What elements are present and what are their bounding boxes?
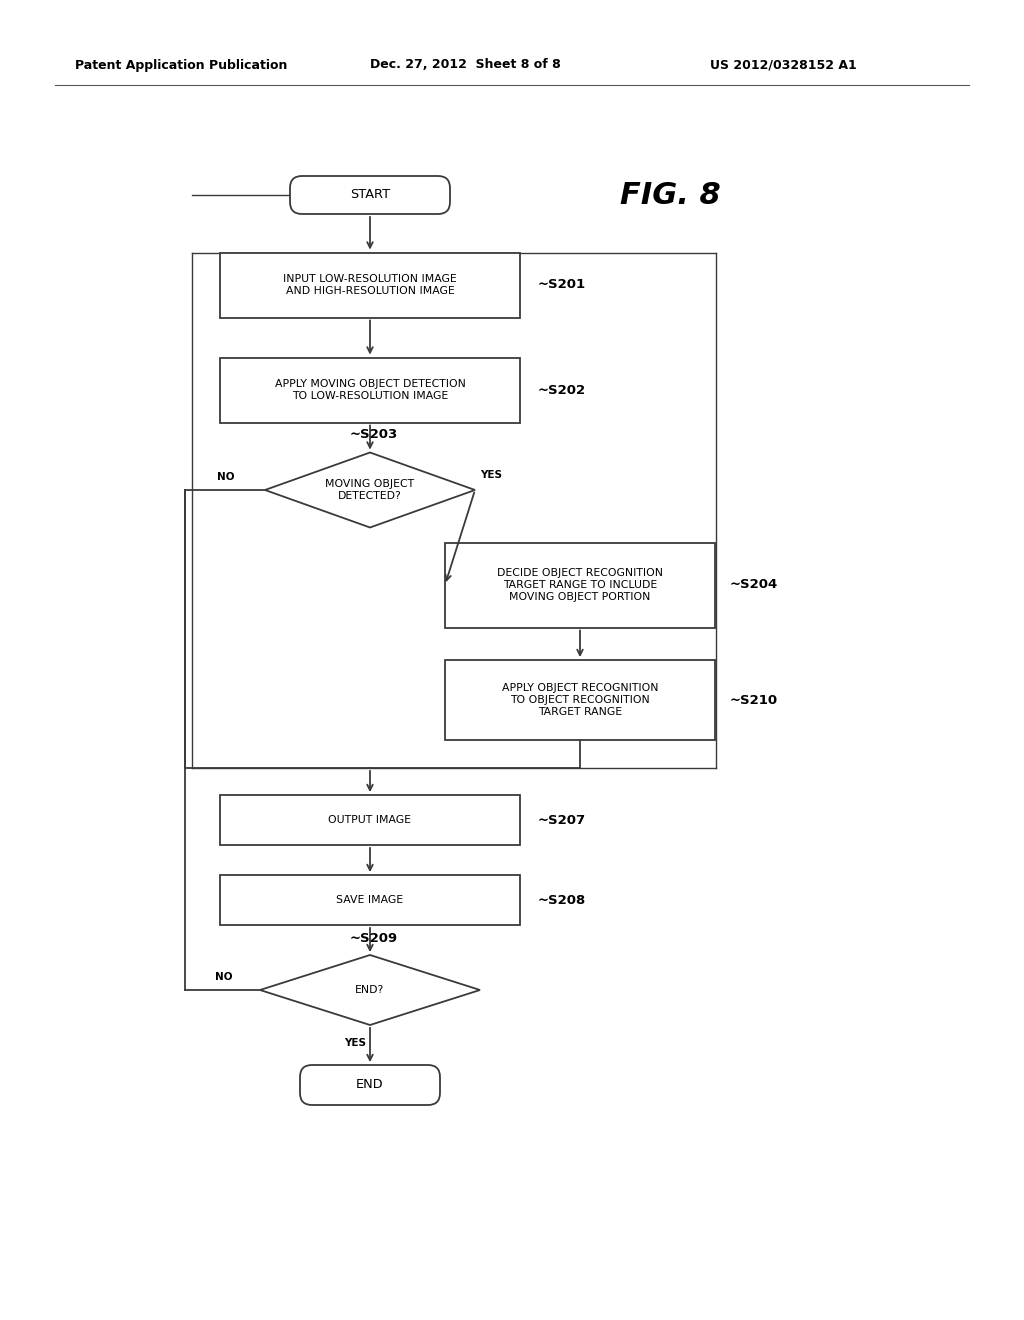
Text: NO: NO xyxy=(217,473,234,482)
Text: START: START xyxy=(350,189,390,202)
Text: END: END xyxy=(356,1078,384,1092)
Bar xyxy=(220,795,520,845)
Text: ~S202: ~S202 xyxy=(538,384,586,396)
Text: OUTPUT IMAGE: OUTPUT IMAGE xyxy=(329,814,412,825)
Text: ~S207: ~S207 xyxy=(538,813,586,826)
Text: APPLY OBJECT RECOGNITION
TO OBJECT RECOGNITION
TARGET RANGE: APPLY OBJECT RECOGNITION TO OBJECT RECOG… xyxy=(502,684,658,717)
Text: INPUT LOW-RESOLUTION IMAGE
AND HIGH-RESOLUTION IMAGE: INPUT LOW-RESOLUTION IMAGE AND HIGH-RESO… xyxy=(283,275,457,296)
Text: APPLY MOVING OBJECT DETECTION
TO LOW-RESOLUTION IMAGE: APPLY MOVING OBJECT DETECTION TO LOW-RES… xyxy=(274,379,466,401)
Text: Patent Application Publication: Patent Application Publication xyxy=(75,58,288,71)
Text: NO: NO xyxy=(214,972,232,982)
Bar xyxy=(445,543,715,627)
Text: ~S209: ~S209 xyxy=(350,932,398,945)
FancyBboxPatch shape xyxy=(290,176,450,214)
Text: YES: YES xyxy=(344,1038,366,1048)
Bar xyxy=(220,252,520,318)
Bar xyxy=(445,660,715,741)
Text: END?: END? xyxy=(355,985,385,995)
Text: ~S210: ~S210 xyxy=(730,693,778,706)
Text: MOVING OBJECT
DETECTED?: MOVING OBJECT DETECTED? xyxy=(326,479,415,500)
Text: US 2012/0328152 A1: US 2012/0328152 A1 xyxy=(710,58,857,71)
Text: FIG. 8: FIG. 8 xyxy=(620,181,721,210)
Text: DECIDE OBJECT RECOGNITION
TARGET RANGE TO INCLUDE
MOVING OBJECT PORTION: DECIDE OBJECT RECOGNITION TARGET RANGE T… xyxy=(497,569,663,602)
Text: ~S204: ~S204 xyxy=(730,578,778,591)
Bar xyxy=(220,358,520,422)
Text: ~S203: ~S203 xyxy=(350,428,398,441)
Text: Dec. 27, 2012  Sheet 8 of 8: Dec. 27, 2012 Sheet 8 of 8 xyxy=(370,58,561,71)
Polygon shape xyxy=(260,954,480,1026)
Bar xyxy=(220,875,520,925)
Text: YES: YES xyxy=(480,470,502,480)
Polygon shape xyxy=(265,453,475,528)
Text: ~S208: ~S208 xyxy=(538,894,587,907)
Text: SAVE IMAGE: SAVE IMAGE xyxy=(337,895,403,906)
Text: ~S201: ~S201 xyxy=(538,279,586,292)
FancyBboxPatch shape xyxy=(300,1065,440,1105)
